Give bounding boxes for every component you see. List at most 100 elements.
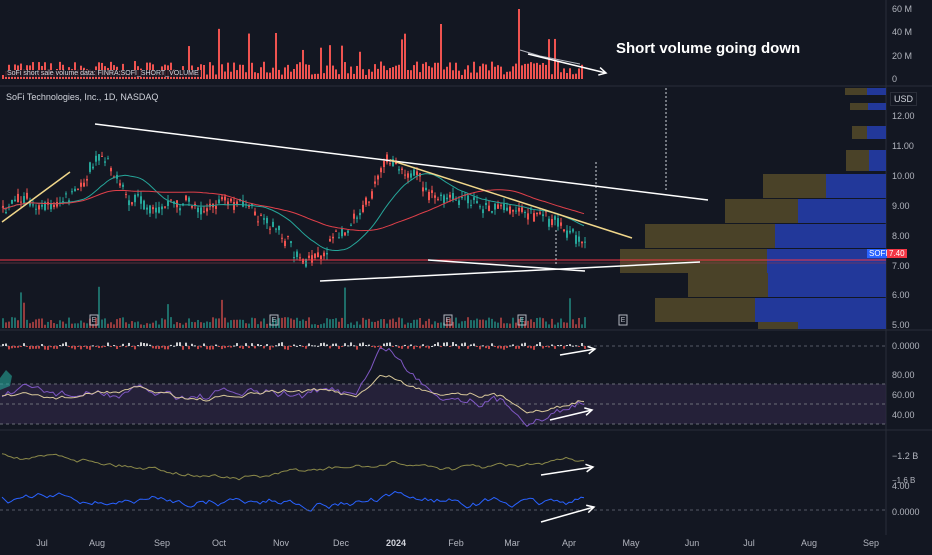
candle-body — [461, 197, 463, 199]
volume-bar — [560, 72, 562, 79]
candle-body — [215, 205, 217, 209]
macd-bar — [233, 345, 235, 347]
candle-body — [401, 168, 403, 171]
candle-body — [374, 181, 376, 184]
candle-body — [20, 201, 22, 203]
macd-bar — [251, 343, 253, 346]
macd-bar — [209, 346, 211, 350]
volume-bar — [578, 317, 580, 328]
volume-bar — [272, 67, 274, 79]
volume-profile-bar — [763, 174, 826, 198]
macd-bar — [68, 346, 70, 347]
candle-body — [386, 154, 388, 163]
macd-bar — [218, 346, 220, 347]
macd-bar — [62, 343, 64, 346]
currency-label[interactable]: USD — [890, 92, 918, 106]
macd-bar — [191, 343, 193, 346]
trend-arrow — [559, 348, 596, 356]
volume-bar — [251, 317, 253, 328]
volume-bar — [437, 322, 439, 328]
macd-bar — [359, 343, 361, 346]
volume-bar — [515, 63, 517, 79]
candle-body — [572, 229, 574, 232]
candle-body — [125, 194, 127, 196]
macd-bar — [428, 346, 430, 349]
volume-bar — [38, 318, 40, 328]
volume-bar — [125, 322, 127, 328]
volume-bar — [350, 66, 352, 79]
volume-profile-bar — [867, 88, 886, 95]
volume-bar — [188, 46, 190, 79]
macd-bar — [395, 345, 397, 347]
trend-arrow — [549, 409, 593, 421]
candle-body — [512, 209, 514, 212]
macd-bar — [125, 346, 127, 348]
macd-bar — [572, 345, 574, 347]
volume-bar — [560, 318, 562, 328]
candle-body — [62, 201, 64, 203]
volume-bar — [470, 320, 472, 328]
volume-bar — [404, 324, 406, 328]
moving-average-line — [1, 173, 585, 251]
volume-bar — [428, 318, 430, 328]
macd-bar — [548, 346, 550, 348]
volume-bar — [167, 304, 169, 328]
candle-body — [185, 195, 187, 201]
volume-bar — [512, 66, 514, 79]
event-marker-label: E — [621, 317, 626, 324]
volume-bar — [449, 62, 451, 79]
candle-body — [473, 197, 475, 201]
macd-bar — [110, 346, 112, 347]
macd-bar — [524, 342, 526, 346]
macd-bar — [566, 344, 568, 346]
volume-bar — [284, 317, 286, 328]
macd-bar — [413, 346, 415, 350]
volume-bar — [581, 64, 583, 79]
macd-bar — [86, 346, 88, 349]
volume-bar — [320, 47, 322, 79]
macd-bar — [242, 346, 244, 349]
candle-body — [128, 200, 130, 206]
volume-bar — [380, 61, 382, 79]
volume-profile-bar — [655, 298, 755, 322]
candle-body — [542, 214, 544, 217]
symbol-title[interactable]: SoFi Technologies, Inc., 1D, NASDAQ — [6, 92, 159, 102]
volume-bar — [290, 318, 292, 328]
volume-bar — [500, 66, 502, 79]
candle-body — [575, 235, 577, 244]
candle-body — [359, 212, 361, 216]
macd-bar — [275, 345, 277, 347]
volume-bar — [107, 323, 109, 328]
macd-bar — [134, 346, 136, 350]
volume-bar — [158, 324, 160, 328]
volume-bar — [275, 319, 277, 328]
macd-bar — [533, 346, 535, 350]
volume-bar — [242, 64, 244, 79]
candle-body — [74, 188, 76, 192]
volume-bar — [572, 74, 574, 79]
candle-body — [101, 155, 103, 157]
candle-body — [5, 212, 7, 214]
candle-body — [554, 216, 556, 220]
candle-body — [86, 179, 88, 181]
macd-bar — [455, 344, 457, 346]
date-label: 2024 — [385, 538, 407, 548]
volume-bar — [566, 73, 568, 79]
candle-body — [110, 168, 112, 172]
volume-bar — [275, 33, 277, 79]
candle-body — [275, 228, 277, 230]
macd-bar — [65, 342, 67, 346]
candle-body — [509, 206, 511, 214]
volume-bar — [266, 323, 268, 328]
macd-bar — [176, 342, 178, 346]
volume-bar — [362, 69, 364, 79]
volume-bar — [422, 324, 424, 328]
macd-bar — [347, 345, 349, 347]
volume-profile-bar — [645, 224, 775, 248]
volume-tick: 20 M — [892, 51, 913, 61]
candle-body — [485, 202, 487, 206]
macd-bar — [194, 345, 196, 347]
macd-bar — [452, 342, 454, 346]
